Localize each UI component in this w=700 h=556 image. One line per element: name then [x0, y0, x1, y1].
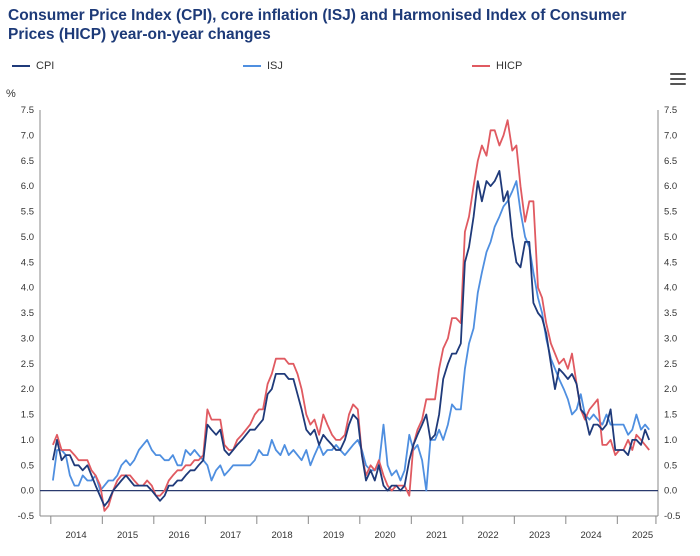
chart-title: Consumer Price Index (CPI), core inflati… [8, 7, 627, 43]
y-tick-label-right: 4.0 [664, 283, 677, 294]
x-tick-label: 2021 [426, 530, 447, 541]
y-tick-label-right: 5.0 [664, 232, 677, 243]
y-tick-label-right: 0.5 [664, 460, 677, 471]
y-tick-label-left: 0.5 [21, 460, 34, 471]
y-tick-label-left: 7.0 [21, 130, 34, 141]
legend-label-cpi: CPI [36, 60, 55, 72]
y-tick-label-left: 6.0 [21, 181, 34, 192]
legend-label-isj: ISJ [267, 60, 283, 72]
x-tick-label: 2020 [374, 530, 395, 541]
series-line-cpi[interactable] [52, 170, 651, 507]
legend-swatch-hicp [472, 65, 490, 67]
y-tick-label-left: 2.0 [21, 384, 34, 395]
x-tick-label: 2018 [271, 530, 292, 541]
legend-swatch-isj [243, 65, 261, 67]
legend: CPI ISJ HICP [0, 58, 700, 74]
y-tick-label-right: 6.0 [664, 181, 677, 192]
y-tick-label-right: 3.0 [664, 333, 677, 344]
x-tick-label: 2025 [632, 530, 653, 541]
y-tick-label-left: 5.0 [21, 232, 34, 243]
y-tick-label-right: 4.5 [664, 257, 677, 268]
y-tick-label-left: 4.5 [21, 257, 34, 268]
x-tick-label: 2022 [477, 530, 498, 541]
axes: -0.5 -0.5 0.0 0.0 0.5 0.5 1.0 1.0 1.5 1.5 2.0 2.0 2.… [18, 105, 681, 541]
y-tick-label-left: 7.5 [21, 105, 34, 116]
y-tick-label-left: 3.5 [21, 308, 34, 319]
y-tick-label-left: 4.0 [21, 283, 34, 294]
hamburger-menu-icon[interactable] [670, 73, 686, 87]
legend-item-isj[interactable]: ISJ [243, 58, 283, 74]
series-lines [52, 119, 651, 512]
series-line-isj[interactable] [52, 180, 650, 492]
series-line-hicp[interactable] [52, 119, 650, 512]
y-tick-label-right: 6.5 [664, 156, 677, 167]
x-tick-label: 2016 [168, 530, 189, 541]
y-tick-label-right: 7.5 [664, 105, 677, 116]
y-tick-label-right: -0.5 [664, 511, 680, 522]
y-tick-label-right: 2.0 [664, 384, 677, 395]
x-tick-label: 2023 [529, 530, 550, 541]
y-tick-label-right: 1.0 [664, 435, 677, 446]
y-tick-label-left: 6.5 [21, 156, 34, 167]
legend-item-cpi[interactable]: CPI [12, 58, 54, 74]
y-tick-label-left: -0.5 [18, 511, 34, 522]
y-tick-label-right: 3.5 [664, 308, 677, 319]
y-tick-label-right: 7.0 [664, 130, 677, 141]
legend-item-hicp[interactable]: HICP [472, 58, 522, 74]
y-tick-label-right: 2.5 [664, 359, 677, 370]
y-tick-label-right: 0.0 [664, 486, 677, 497]
legend-label-hicp: HICP [496, 60, 523, 72]
x-tick-label: 2015 [117, 530, 138, 541]
y-tick-label-left: 1.0 [21, 435, 34, 446]
y-tick-label-left: 5.5 [21, 207, 34, 218]
y-axis-unit-label: % [6, 88, 16, 100]
legend-swatch-cpi [12, 65, 30, 67]
y-tick-label-left: 0.0 [21, 486, 34, 497]
y-tick-label-right: 5.5 [664, 207, 677, 218]
x-tick-label: 2019 [323, 530, 344, 541]
x-tick-label: 2024 [580, 530, 601, 541]
y-tick-label-left: 3.0 [21, 333, 34, 344]
y-tick-label-right: 1.5 [664, 410, 677, 421]
x-tick-label: 2014 [65, 530, 86, 541]
y-tick-label-left: 2.5 [21, 359, 34, 370]
y-tick-label-left: 1.5 [21, 410, 34, 421]
x-tick-label: 2017 [220, 530, 241, 541]
